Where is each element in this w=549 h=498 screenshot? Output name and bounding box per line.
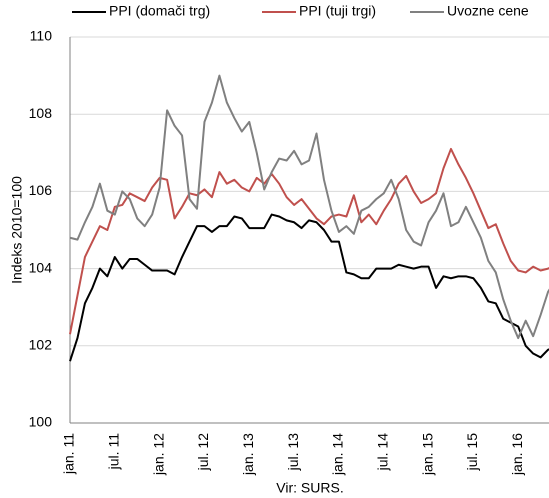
line-series bbox=[69, 147, 549, 335]
legend-label: PPI (domači trg) bbox=[109, 3, 210, 19]
line-series bbox=[69, 74, 549, 340]
x-tick-label: jul. 15 bbox=[464, 433, 480, 472]
y-tick-label: 102 bbox=[29, 337, 53, 353]
x-tick-label: jul. 12 bbox=[195, 433, 211, 472]
y-tick-label: 108 bbox=[29, 105, 53, 121]
y-tick-label: 104 bbox=[29, 259, 53, 275]
x-tick-label: jan. 14 bbox=[330, 433, 346, 476]
y-tick-label: 106 bbox=[29, 182, 53, 198]
legend-label: PPI (tuji trgi) bbox=[299, 3, 376, 19]
x-tick-label: jul. 13 bbox=[285, 433, 301, 472]
y-axis-label: Indeks 2010=100 bbox=[9, 176, 25, 284]
x-tick-label: jan. 16 bbox=[509, 433, 525, 476]
x-tick-label: jan. 11 bbox=[61, 433, 77, 475]
x-tick-label: jul. 14 bbox=[374, 433, 390, 472]
line-series bbox=[69, 213, 549, 362]
x-tick-label: jul. 11 bbox=[106, 433, 122, 471]
y-tick-label: 110 bbox=[30, 28, 53, 44]
x-tick-label: jan. 15 bbox=[419, 433, 435, 476]
y-tick-label: 100 bbox=[29, 414, 53, 430]
x-tick-label: jan. 12 bbox=[150, 433, 166, 476]
x-tick-label: jan. 13 bbox=[240, 433, 256, 476]
caption: Vir: SURS. bbox=[276, 480, 343, 496]
legend-label: Uvozne cene bbox=[447, 3, 529, 19]
